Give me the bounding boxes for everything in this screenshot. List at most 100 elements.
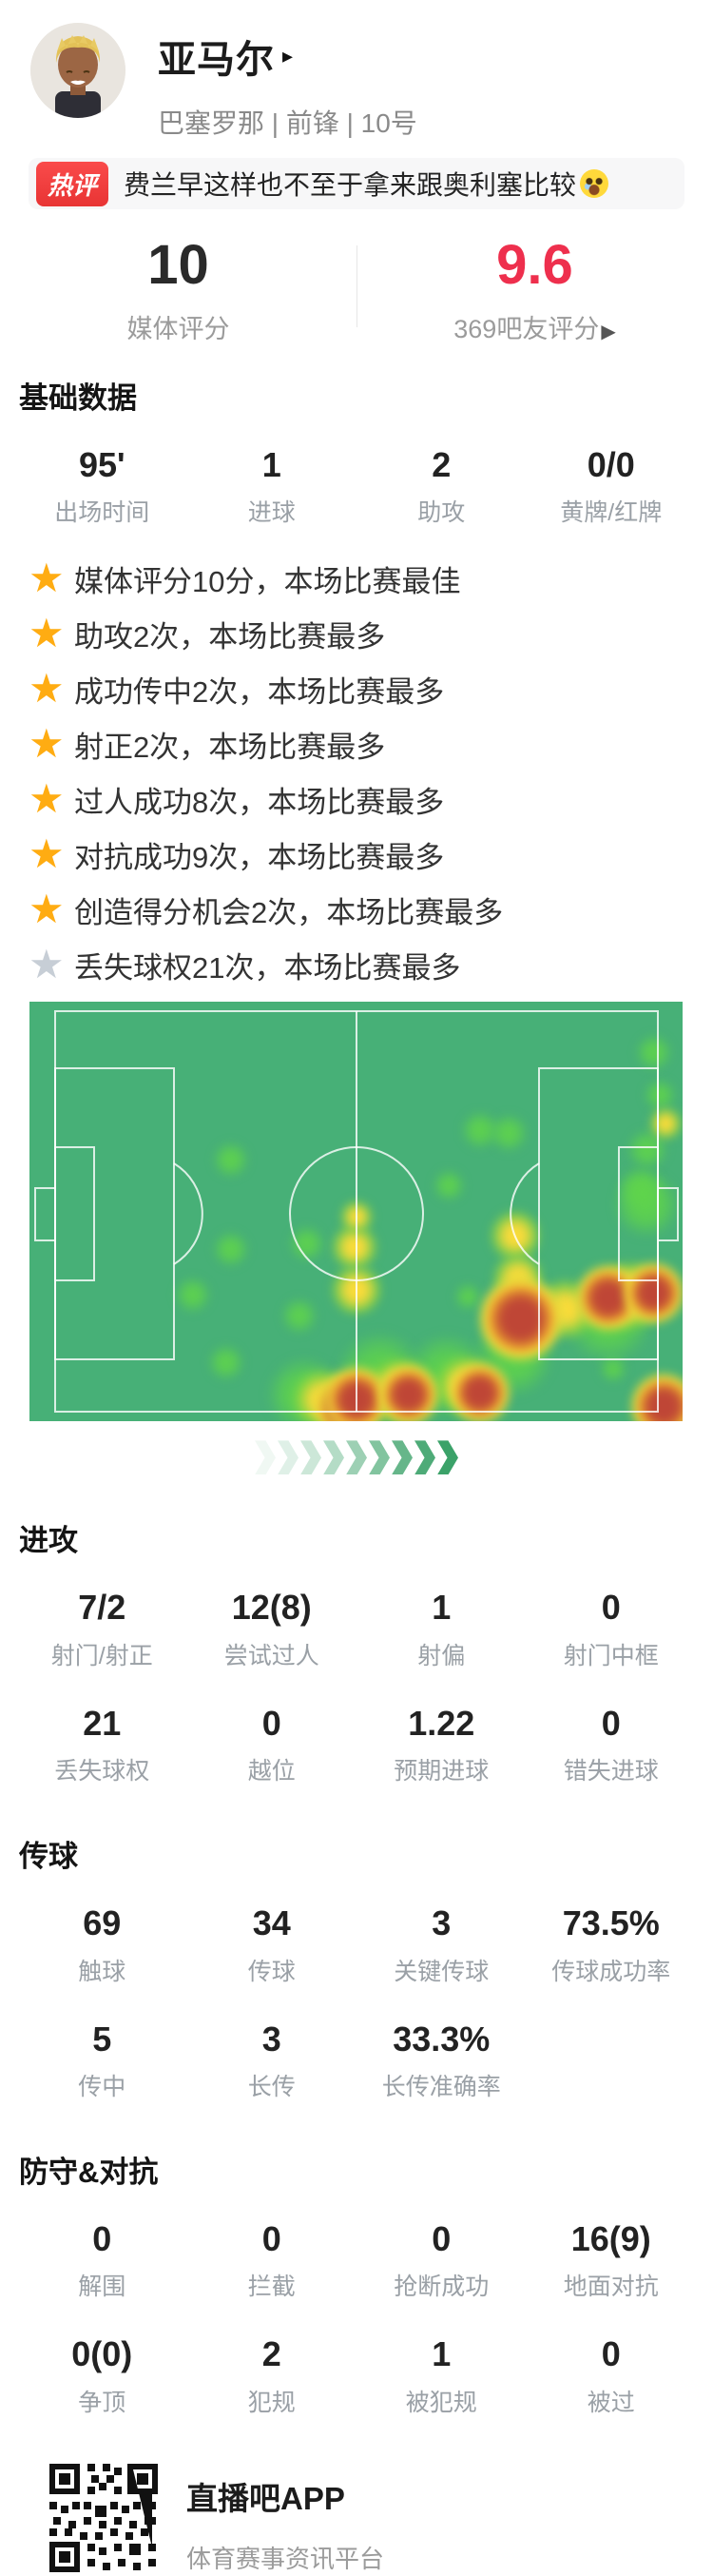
- stat-possession-lost: 21 丢失球权: [54, 1703, 150, 1786]
- player-avatar[interactable]: [30, 23, 125, 118]
- heat-blob: [479, 1278, 563, 1360]
- stat-dribbles: 12(8) 尝试过人: [223, 1588, 319, 1669]
- star-icon: ★: [29, 611, 65, 656]
- stat-crosses: 5 传中: [78, 2019, 126, 2100]
- stat-ground-duels: 16(9) 地面对抗: [563, 2218, 659, 2301]
- stat-passes: 34 传球: [247, 1903, 296, 1985]
- stat-cards: 0/0 黄牌/红牌: [560, 445, 663, 527]
- ratings-panel: 10 媒体评分 9.6 369吧友评分 ▶: [0, 238, 713, 345]
- star-icon: ★: [29, 887, 65, 932]
- fans-rating-label: 369吧友评分 ▶: [453, 315, 616, 343]
- hot-badge: 热评: [36, 161, 109, 206]
- highlight-row: ★ 对抗成功9次，本场比赛最多: [29, 831, 445, 877]
- gray-star-icon: ★: [29, 942, 65, 987]
- player-header: 亚马尔 ▸ 巴塞罗那 | 前锋 | 10号: [0, 0, 713, 141]
- highlight-row: ★ 创造得分机会2次，本场比赛最多: [29, 887, 504, 932]
- passing-stats-grid: 69 触球 34 传球 3 关键传球 73.5% 传球成功率 5 传中 3 长传 33.3%…: [17, 1903, 696, 2102]
- basic-stats-grid: 95' 出场时间 1 进球 2 助攻 0/0 黄牌/红牌: [17, 445, 696, 528]
- section-title-attack: 进攻: [19, 1524, 78, 1558]
- stat-woodwork: 0 射门中框: [563, 1588, 659, 1669]
- chevron-icon: [437, 1440, 458, 1475]
- heat-blob: [433, 1169, 465, 1202]
- heat-blob: [644, 1079, 676, 1112]
- star-icon: ★: [29, 666, 65, 712]
- stat-touches: 69 触球: [78, 1903, 126, 1985]
- chevron-divider: [0, 1440, 713, 1475]
- heat-blob: [624, 1263, 683, 1323]
- chevron-icon: [346, 1440, 367, 1475]
- chevron-icon: [369, 1440, 390, 1475]
- stat-long-balls: 3 长传: [247, 2019, 296, 2100]
- highlight-row: ★ 丢失球权21次，本场比赛最多: [29, 942, 461, 987]
- fans-rating[interactable]: 9.6 369吧友评分 ▶: [356, 238, 713, 345]
- stat-key-passes: 3 关键传球: [394, 1903, 490, 1985]
- media-rating: 10 媒体评分: [0, 238, 356, 345]
- name-arrow-icon: ▸: [282, 44, 295, 68]
- heat-blob: [612, 1170, 681, 1239]
- ratings-divider: [356, 245, 357, 327]
- stat-tackles: 0 抢断成功: [394, 2218, 490, 2301]
- highlight-row: ★ 过人成功8次，本场比赛最多: [29, 776, 445, 822]
- heat-blob: [489, 1113, 529, 1153]
- player-name-text: 亚马尔: [158, 39, 275, 81]
- stat-pass-accuracy: 73.5% 传球成功率: [551, 1903, 671, 1985]
- attack-stats-grid: 7/2 射门/射正 12(8) 尝试过人 1 射偏 0 射门中框 21 丢失球权 0 越位 …: [17, 1588, 696, 1786]
- app-name: 直播吧APP: [186, 2480, 345, 2516]
- media-rating-label: 媒体评分: [126, 315, 230, 343]
- player-photo-placeholder: [30, 23, 125, 118]
- player-meta: 巴塞罗那 | 前锋 | 10号: [158, 108, 417, 138]
- highlight-row: ★ 射正2次，本场比赛最多: [29, 721, 386, 767]
- heat-blob: [288, 1225, 326, 1262]
- pitch-lines: [34, 1010, 679, 1414]
- chevron-icon: [255, 1440, 276, 1475]
- heat-blob: [635, 1034, 673, 1071]
- stat-fouled: 1 被犯规: [405, 2334, 477, 2416]
- stat-xg: 1.22 预期进球: [394, 1703, 490, 1786]
- stat-dribbled-past: 0 被过: [587, 2334, 635, 2416]
- stat-long-ball-accuracy: 33.3% 长传准确率: [381, 2019, 501, 2100]
- stat-shots-off: 1 射偏: [417, 1588, 466, 1669]
- chevron-icon: [278, 1440, 299, 1475]
- stat-aerials: 0(0) 争顶: [71, 2334, 133, 2416]
- player-name[interactable]: 亚马尔 ▸: [158, 29, 417, 84]
- section-title-basic: 基础数据: [19, 381, 137, 415]
- player-heatmap: [29, 1002, 683, 1422]
- heat-blob: [174, 1277, 212, 1314]
- stat-assists: 2 助攻: [417, 445, 466, 527]
- stat-empty: [527, 2020, 697, 2102]
- star-icon: ★: [29, 721, 65, 767]
- stat-goals: 1 进球: [247, 445, 296, 527]
- hot-comment-text: 费兰早这样也不至于拿来跟奥利塞比较: [124, 165, 609, 203]
- highlight-row: ★ 助攻2次，本场比赛最多: [29, 611, 386, 656]
- fans-rating-arrow-icon: ▶: [601, 322, 616, 342]
- fans-rating-value: 9.6: [496, 234, 573, 296]
- hot-comment-bar[interactable]: 热评 费兰早这样也不至于拿来跟奥利塞比较: [29, 158, 684, 209]
- heat-blob: [649, 1107, 682, 1141]
- chevron-icon: [300, 1440, 321, 1475]
- qr-code: [46, 2459, 162, 2576]
- highlight-row: ★ 成功传中2次，本场比赛最多: [29, 666, 445, 712]
- section-title-passing: 传球: [19, 1840, 78, 1874]
- stat-interceptions: 0 拦截: [247, 2218, 296, 2301]
- stat-clearances: 0 解围: [78, 2218, 126, 2301]
- heat-blob: [453, 1282, 482, 1311]
- stat-fouls: 2 犯规: [247, 2334, 296, 2416]
- stat-minutes: 95' 出场时间: [54, 445, 150, 527]
- stat-offsides: 0 越位: [247, 1703, 296, 1786]
- app-footer: 直播吧APP 体育赛事资讯平台: [46, 2459, 713, 2576]
- defense-stats-grid: 0 解围 0 拦截 0 抢断成功 16(9) 地面对抗 0(0) 争顶 2 犯规 1 被犯规 …: [17, 2219, 696, 2418]
- star-icon: ★: [29, 831, 65, 877]
- chevron-icon: [392, 1440, 413, 1475]
- crying-emoji-icon: [580, 169, 609, 198]
- section-title-defense: 防守&对抗: [19, 2155, 159, 2189]
- heat-blob: [280, 1298, 318, 1335]
- app-tagline: 体育赛事资讯平台: [186, 2544, 385, 2573]
- heat-blob: [207, 1344, 245, 1381]
- heat-blob: [212, 1142, 250, 1179]
- media-rating-value: 10: [147, 234, 209, 296]
- star-icon: ★: [29, 776, 65, 822]
- stat-big-miss: 0 错失进球: [563, 1703, 659, 1786]
- highlight-row: ★ 媒体评分10分，本场比赛最佳: [29, 556, 461, 601]
- highlights-list: ★ 媒体评分10分，本场比赛最佳 ★ 助攻2次，本场比赛最多 ★ 成功传中2次，本场比…: [29, 556, 713, 987]
- chevron-icon: [414, 1440, 435, 1475]
